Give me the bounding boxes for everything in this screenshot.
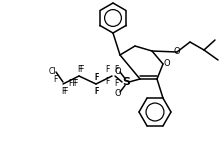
Text: O: O (115, 67, 121, 75)
Text: F: F (114, 64, 118, 73)
Text: F: F (73, 79, 77, 88)
Text: F: F (61, 88, 65, 96)
Text: O: O (174, 48, 180, 57)
Text: F: F (94, 72, 98, 81)
Text: F: F (105, 78, 109, 86)
Text: F: F (114, 79, 118, 88)
Text: O: O (115, 89, 121, 97)
Text: F: F (79, 64, 83, 73)
Text: FF: FF (69, 79, 77, 88)
Text: F: F (94, 72, 98, 81)
Text: S: S (122, 77, 130, 87)
Text: O: O (164, 60, 170, 69)
Text: F: F (105, 66, 109, 74)
Text: F: F (94, 86, 98, 95)
Text: F: F (94, 86, 98, 95)
Text: Cl: Cl (48, 67, 56, 75)
Text: F: F (77, 64, 81, 73)
Text: F: F (53, 74, 57, 83)
Text: F: F (63, 86, 67, 95)
